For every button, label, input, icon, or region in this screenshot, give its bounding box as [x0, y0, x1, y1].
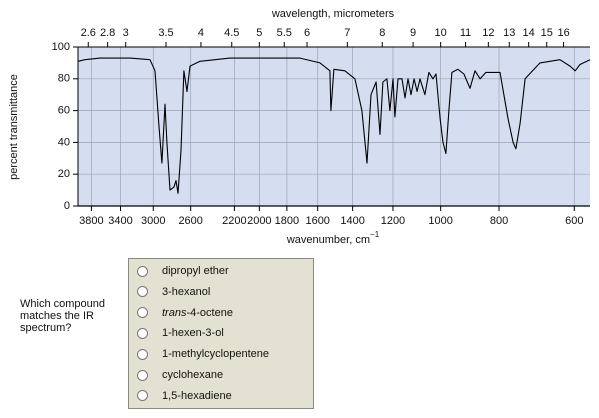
- x2-tick-label: 14: [523, 27, 535, 39]
- option: cyclohexane: [137, 365, 223, 385]
- option-label-text: -4-octene: [186, 306, 233, 319]
- top-axis-title: wavelength, micrometers: [271, 8, 395, 20]
- x-tick-label: 800: [490, 215, 508, 227]
- x-axis-title: wavenumber, cm−1: [286, 230, 380, 246]
- x-tick-label: 600: [565, 215, 583, 227]
- option-label[interactable]: trans-4-octene: [162, 307, 233, 319]
- option: 1,5-hexadiene: [137, 386, 232, 406]
- x-tick-label: 1400: [340, 215, 364, 227]
- option: 1-methylcyclopentene: [137, 344, 269, 364]
- x-tick-label: 2600: [178, 215, 202, 227]
- x2-tick-label: 8: [379, 27, 385, 39]
- spectrum-line: [77, 57, 591, 194]
- x2-tick-label: 4.5: [224, 27, 239, 39]
- x2-tick-label: 10: [435, 27, 447, 39]
- y-tick-label: 60: [58, 105, 70, 117]
- y-tick-label: 100: [52, 41, 70, 53]
- radio-button[interactable]: [137, 286, 148, 298]
- radio-button[interactable]: [137, 369, 148, 381]
- x-tick-label: 1800: [275, 215, 299, 227]
- y-tick-label: 0: [64, 200, 70, 212]
- x2-tick-label: 2.6: [81, 27, 96, 39]
- x2-tick-label: 2.8: [100, 27, 115, 39]
- option: dipropyl ether: [137, 261, 229, 281]
- radio-button[interactable]: [137, 327, 148, 339]
- option-label[interactable]: 1-hexen-3-ol: [162, 327, 224, 340]
- option-label[interactable]: 3-hexanol: [162, 285, 211, 298]
- option-label[interactable]: 1,5-hexadiene: [162, 389, 232, 402]
- radio-button[interactable]: [137, 265, 148, 277]
- x2-tick-label: 5: [256, 27, 262, 39]
- x-tick-label: 1600: [305, 215, 329, 227]
- x-axis-title-sup: −1: [370, 230, 380, 239]
- option-label[interactable]: dipropyl ether: [162, 265, 229, 277]
- option-label[interactable]: cyclohexane: [162, 369, 224, 381]
- option-label[interactable]: 1-methylcyclopentene: [162, 348, 270, 361]
- x2-tick-label: 5.5: [277, 27, 292, 39]
- radio-button[interactable]: [137, 307, 148, 319]
- option-label-italic: trans: [162, 306, 187, 319]
- radio-button[interactable]: [137, 390, 148, 402]
- y-tick-label: 20: [58, 168, 70, 180]
- option: trans-4-octene: [137, 303, 233, 323]
- x2-tick-label: 13: [503, 27, 515, 39]
- y-tick-label: 80: [58, 73, 70, 85]
- x-tick-label: 3800: [79, 215, 103, 227]
- options-box: dipropyl ether 3-hexanol trans-4-octene 1-h…: [128, 258, 314, 409]
- x2-tick-label: 16: [557, 27, 569, 39]
- question: Which compound matches the IR spectrum?: [20, 298, 105, 334]
- x2-tick-label: 3: [123, 27, 129, 39]
- x2-tick-label: 7: [344, 27, 350, 39]
- x-tick-label: 3000: [141, 215, 165, 227]
- x-tick-label: 3400: [108, 215, 132, 227]
- x-tick-label: 2000: [247, 215, 271, 227]
- option: 1-hexen-3-ol: [137, 323, 224, 343]
- x2-tick-label: 15: [541, 27, 553, 39]
- x-tick-label: 1200: [381, 215, 405, 227]
- radio-button[interactable]: [137, 348, 148, 360]
- x2-tick-label: 4: [198, 27, 204, 39]
- x-tick-label: 2200: [222, 215, 246, 227]
- x2-tick-label: 3.5: [158, 27, 173, 39]
- y-axis-title: percent transmittance: [8, 74, 20, 180]
- x-tick-label: 1000: [428, 215, 452, 227]
- chart: wavelength, micrometers wavenumber, cm−1…: [8, 8, 591, 246]
- x2-tick-label: 12: [482, 27, 494, 39]
- x2-tick-label: 11: [460, 27, 471, 39]
- x-axis-title-text: wavenumber, cm: [286, 234, 370, 246]
- y-tick-label: 40: [58, 136, 70, 148]
- x2-tick-label: 9: [410, 27, 416, 39]
- x2-tick-label: 6: [304, 27, 310, 39]
- option: 3-hexanol: [137, 282, 210, 302]
